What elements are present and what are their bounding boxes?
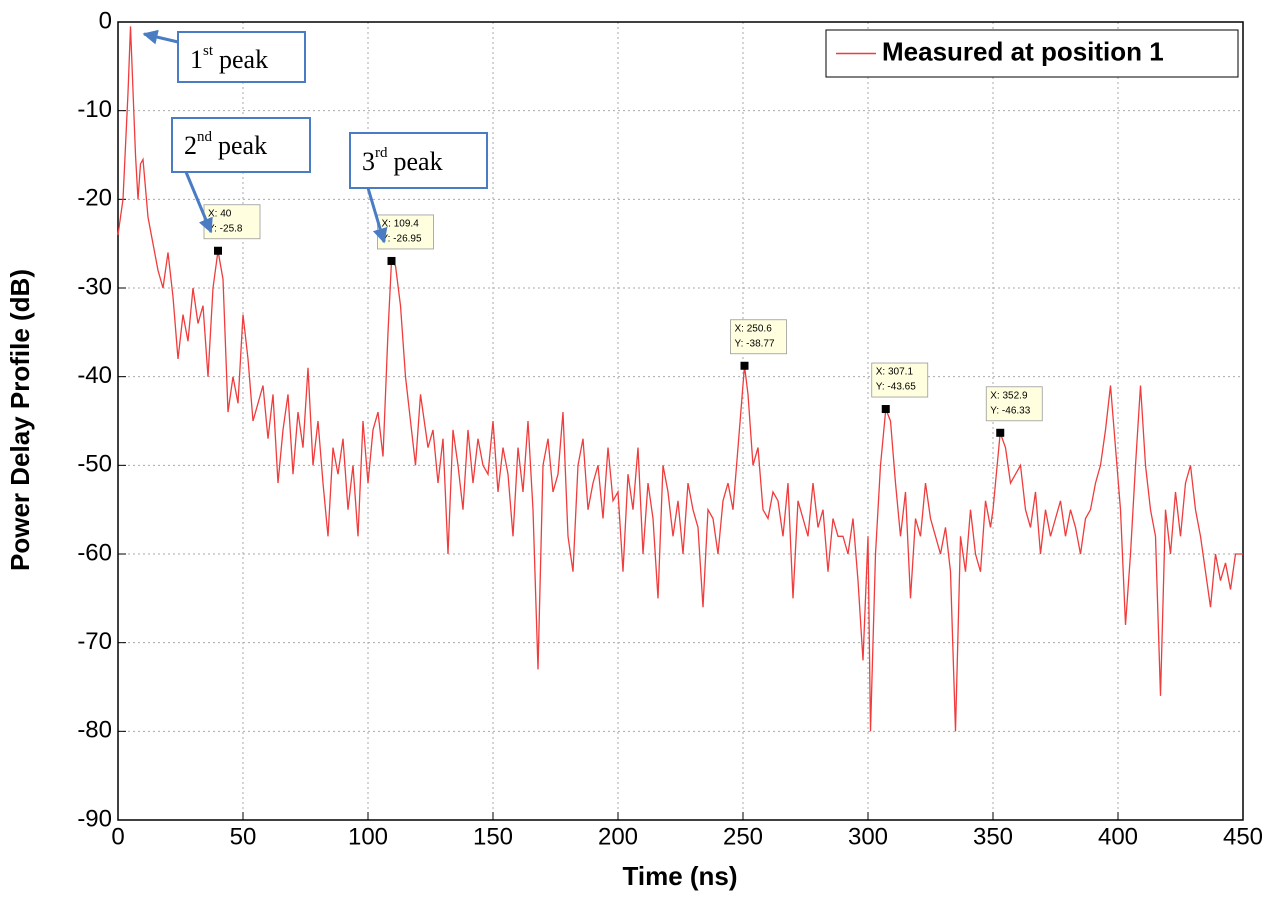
y-tick-label: -80: [77, 717, 112, 744]
y-tick-label: -50: [77, 451, 112, 478]
callout-word: peak: [219, 45, 268, 74]
data-line: [117, 26, 1243, 732]
callout-number: 3: [362, 147, 375, 176]
datatip-marker: [387, 256, 396, 265]
datatip-x: X: 40: [208, 208, 232, 219]
y-tick-label: -20: [77, 185, 112, 212]
callout-text: 1st peak: [190, 43, 268, 74]
datatip-box: [871, 362, 929, 398]
callout-box: [177, 31, 306, 83]
y-tick-label: -10: [77, 96, 112, 123]
y-tick-label: -90: [77, 805, 112, 832]
y-tick-label: -60: [77, 539, 112, 566]
callout-arrow: [142, 29, 179, 45]
datatip-x: X: 352.9: [990, 390, 1028, 401]
legend-label: Measured at position 1: [882, 36, 1164, 66]
datatip-marker: [740, 361, 749, 370]
callout-word: peak: [218, 131, 267, 160]
plot-border: [117, 21, 1244, 821]
callout-number: 2: [184, 131, 197, 160]
x-tick-label: 400: [1098, 823, 1138, 850]
callout-box: [349, 132, 488, 189]
datatip-y: Y: -43.65: [876, 382, 916, 393]
x-tick-label: 50: [230, 823, 257, 850]
callout-number: 1: [190, 45, 203, 74]
callout-box: [171, 117, 311, 173]
datatip-box: [985, 386, 1043, 422]
callout-arrow: [366, 187, 388, 244]
callout-suffix: rd: [375, 145, 388, 161]
legend-box: [825, 29, 1239, 78]
y-axis-label: Power Delay Profile (dB): [5, 269, 35, 571]
datatip-marker: [214, 246, 222, 255]
callout-word: peak: [394, 147, 443, 176]
datatip-x: X: 307.1: [876, 367, 914, 378]
x-tick-label: 300: [848, 823, 888, 850]
datatip-y: Y: -46.33: [990, 405, 1030, 416]
callout-arrow: [184, 171, 213, 234]
callout-text: 3rd peak: [362, 145, 443, 176]
x-tick-label: 450: [1223, 823, 1263, 850]
datatip-y: Y: -38.77: [735, 338, 775, 349]
callouts: 1st peak 2nd peak 3rd peak: [142, 29, 488, 244]
callout-text: 2nd peak: [184, 129, 267, 160]
datatip-marker: [881, 405, 890, 414]
y-tick-label: 0: [99, 7, 112, 34]
callout-suffix: st: [203, 43, 214, 59]
x-tick-label: 200: [598, 823, 638, 850]
x-tick-label: 100: [348, 823, 388, 850]
y-tick-label: -30: [77, 273, 112, 300]
x-tick-label: 0: [111, 823, 124, 850]
callout-suffix: nd: [197, 129, 213, 145]
y-tick-label: -40: [77, 362, 112, 389]
datatip-box: [730, 319, 787, 355]
datatip-y: Y: -26.95: [382, 234, 422, 245]
x-axis-label: Time (ns): [622, 861, 737, 891]
datatip-x: X: 109.4: [382, 219, 420, 230]
x-tick-label: 250: [723, 823, 763, 850]
x-tick-label: 150: [473, 823, 513, 850]
datatip-box: [203, 204, 261, 240]
datatip-x: X: 250.6: [735, 323, 773, 334]
x-tick-label: 350: [973, 823, 1013, 850]
datatip-marker: [996, 428, 1005, 437]
y-tick-label: -70: [77, 628, 112, 655]
datatip-y: Y: -25.8: [208, 223, 243, 234]
